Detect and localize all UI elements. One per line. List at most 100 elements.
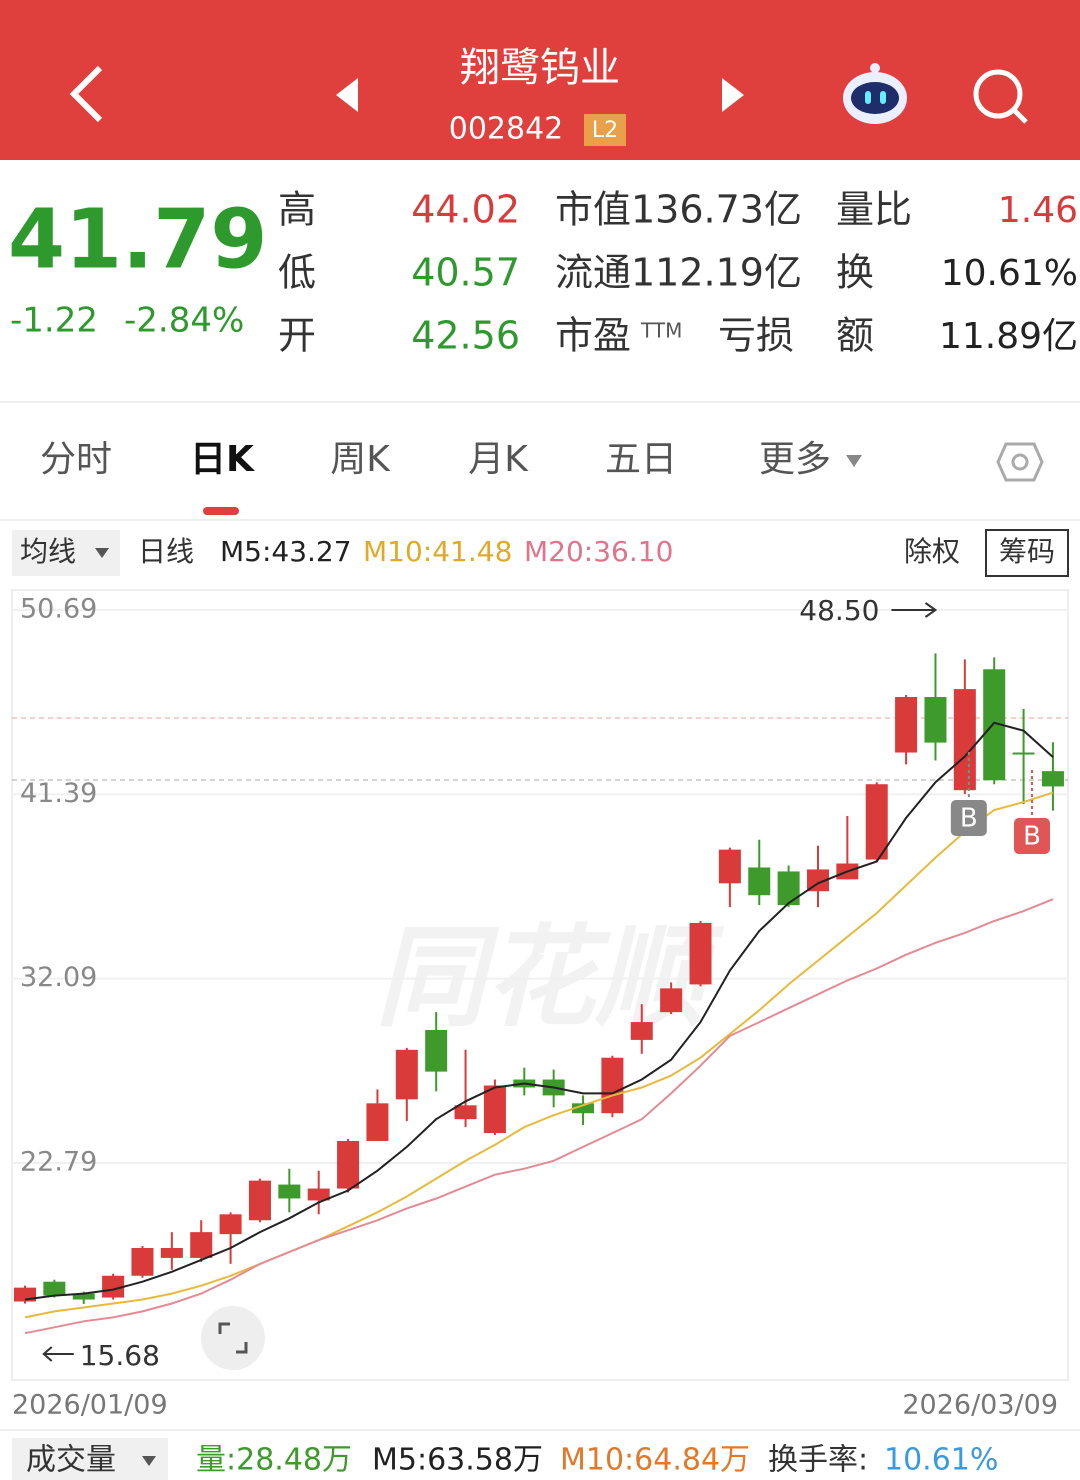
chips-button[interactable]: 筹码 <box>999 535 1055 568</box>
collapse-button[interactable] <box>201 1306 265 1370</box>
tab-bar: 分时 日K 周K 月K 五日 更多 <box>40 439 831 480</box>
more-arrow <box>846 455 862 467</box>
quote-item: 市盈 <box>555 314 631 358</box>
period: 日线 <box>138 535 194 568</box>
ma10-legend: M10:41.48 <box>363 535 512 568</box>
quote-label: 低 <box>278 251 316 295</box>
change: -1.22 <box>10 301 98 341</box>
candle-body <box>630 1022 653 1040</box>
tab-indicator <box>203 507 239 515</box>
buy-marker: B <box>960 804 978 834</box>
ma5-legend: M5:43.27 <box>220 535 352 568</box>
candle-body <box>689 922 712 985</box>
y-tick-label: 22.79 <box>20 1146 97 1177</box>
ma20-legend: M20:36.10 <box>524 535 673 568</box>
candle-body <box>924 697 947 743</box>
ma-selector[interactable]: 均线 <box>20 535 76 568</box>
y-tick-label: 32.09 <box>20 962 97 993</box>
quote-value2: 10.61% <box>941 253 1078 294</box>
candle-body <box>718 849 741 884</box>
candle-body <box>190 1232 213 1258</box>
candle-body <box>1041 771 1064 787</box>
quote-value: 40.57 <box>411 251 520 295</box>
candle-body <box>395 1049 418 1100</box>
tab[interactable]: 更多 <box>759 439 831 480</box>
quote-item-sup: TTM <box>640 319 682 343</box>
y-tick-label: 50.69 <box>20 594 97 625</box>
candle-body <box>953 689 976 791</box>
min-arrow <box>42 1346 74 1362</box>
chart-frame <box>11 589 1069 1381</box>
quote-label: 开 <box>278 314 316 358</box>
search-button[interactable] <box>973 69 1028 124</box>
quote-value2: 1.46 <box>998 190 1078 231</box>
candle-body <box>1012 752 1035 755</box>
tab[interactable]: 日K <box>190 439 255 480</box>
candle-body <box>248 1180 271 1221</box>
candle-body <box>983 669 1006 781</box>
marker-bg <box>1013 818 1050 854</box>
max-arrow <box>891 602 938 618</box>
quote-value: 42.56 <box>411 314 520 358</box>
back-button[interactable] <box>69 65 103 123</box>
stock-name: 翔鹭钨业 <box>460 45 620 91</box>
quote-label2: 换 <box>836 251 874 295</box>
ma-line <box>24 721 1054 1301</box>
volume: 量:28.48万 <box>196 1443 352 1478</box>
badge-bg <box>584 114 626 146</box>
chips-button-border[interactable] <box>985 529 1069 577</box>
dropdown-arrow <box>142 1456 156 1466</box>
tab[interactable]: 周K <box>330 439 391 480</box>
y-tick-label: 41.39 <box>20 778 97 809</box>
candle-body <box>219 1214 242 1235</box>
turnover: 10.61% <box>884 1443 998 1478</box>
min-label: 15.68 <box>80 1339 160 1372</box>
candle-body <box>425 1029 448 1072</box>
stock-code: 002842 <box>449 112 564 147</box>
settings-button[interactable] <box>996 442 1044 482</box>
volume-selector[interactable]: 成交量 <box>26 1443 116 1478</box>
candle-body <box>43 1281 66 1296</box>
badge: L2 <box>592 118 618 143</box>
quote-item-extra: 亏损 <box>718 314 794 358</box>
quote-value: 44.02 <box>411 188 520 232</box>
prev-stock[interactable] <box>336 78 358 112</box>
candle-body <box>601 1057 624 1114</box>
candle-body <box>307 1188 330 1201</box>
quote-label2: 额 <box>836 314 874 358</box>
change-pct: -2.84% <box>124 301 244 341</box>
assistant-icon[interactable] <box>843 63 907 124</box>
candle-body <box>748 867 771 896</box>
ma-line <box>24 898 1054 1335</box>
tab[interactable]: 五日 <box>605 439 677 480</box>
volume-selector-bg[interactable] <box>12 1438 168 1480</box>
candle-body <box>572 1103 595 1114</box>
x-tick-label: 2026/01/09 <box>12 1390 168 1421</box>
candle-body <box>454 1105 477 1120</box>
max-label: 48.50 <box>799 594 879 627</box>
tab[interactable]: 分时 <box>40 439 112 480</box>
candle-body <box>865 784 888 860</box>
quote-label: 高 <box>278 188 316 232</box>
volume-m10: M10:64.84万 <box>560 1443 750 1478</box>
next-stock[interactable] <box>722 78 744 112</box>
quote-table: 高 44.02 市值136.73亿 量比 1.46 低 40.57 流通112.19亿换 10.… <box>278 188 1078 358</box>
candle-body <box>806 869 829 892</box>
header-bar <box>0 0 1080 160</box>
plot: 50.69 41.39 32.09 22.79 48.50 15.68 B B <box>12 594 1068 1372</box>
candle-body <box>366 1103 389 1141</box>
watermark: 同花顺 <box>375 913 725 1041</box>
quote-label2: 量比 <box>836 188 912 232</box>
price: 41.79 <box>8 192 267 287</box>
quote-item: 市值136.73亿 <box>555 188 802 232</box>
volume-m5: M5:63.58万 <box>372 1443 543 1478</box>
ex-right[interactable]: 除权 <box>904 535 960 568</box>
candle-body <box>160 1248 183 1258</box>
quote-item: 流通112.19亿 <box>555 251 802 295</box>
candle-body <box>102 1275 125 1298</box>
candle-body <box>278 1184 301 1199</box>
ma-line <box>24 791 1054 1319</box>
tab[interactable]: 月K <box>468 439 529 480</box>
